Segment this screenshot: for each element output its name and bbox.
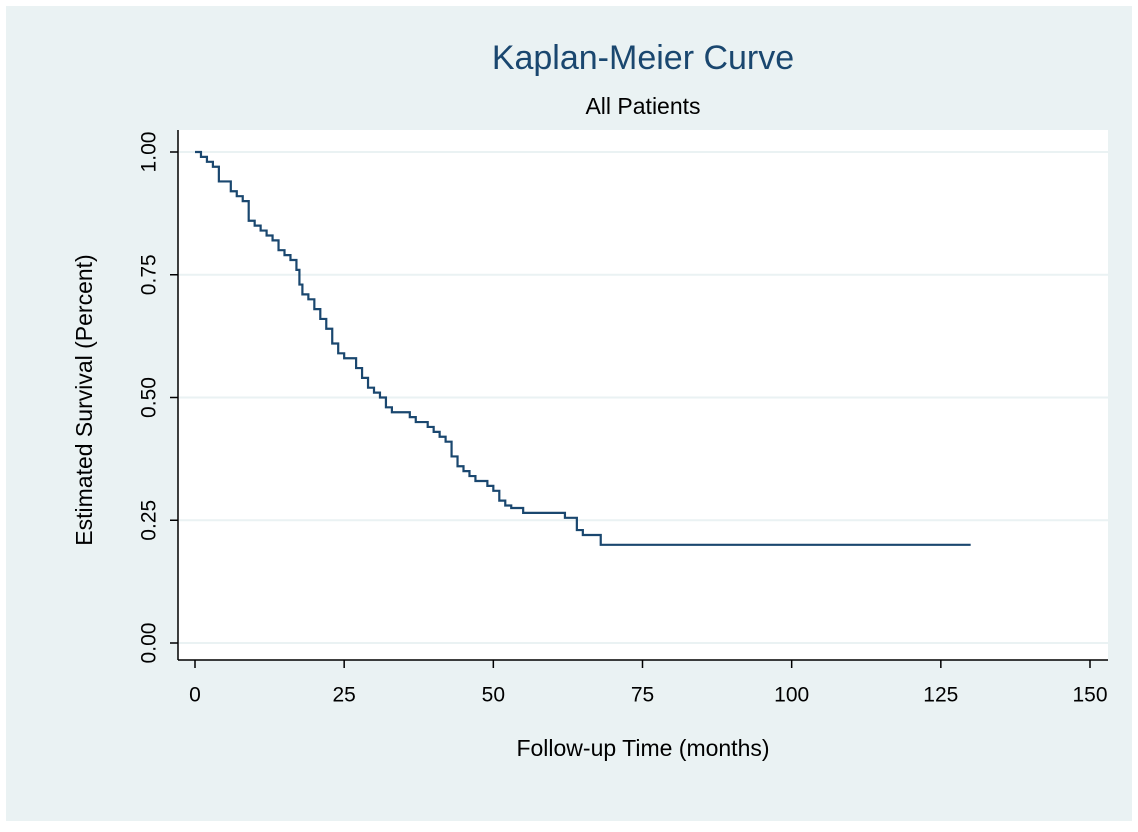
chart-subtitle: All Patients — [585, 93, 700, 119]
survival-line — [195, 150, 971, 546]
x-tick-label: 50 — [482, 684, 505, 707]
y-tick-label: 0.50 — [138, 377, 161, 418]
y-tick-label: 0.25 — [138, 500, 161, 541]
x-tick-label: 25 — [332, 684, 355, 707]
x-tick-label: 150 — [1072, 684, 1107, 707]
x-tick-label: 75 — [631, 684, 654, 707]
y-tick-label: 0.00 — [138, 623, 161, 664]
x-tick-label: 125 — [923, 684, 958, 707]
x-tick-label: 100 — [774, 684, 809, 707]
y-tick-label: 0.75 — [138, 254, 161, 295]
y-axis-label: Estimated Survival (Percent) — [71, 254, 97, 545]
plot-region — [178, 130, 1108, 660]
chart-title: Kaplan-Meier Curve — [492, 39, 794, 77]
x-tick-label: 0 — [189, 684, 201, 707]
y-tick-label: 1.00 — [138, 132, 161, 173]
x-axis-label: Follow-up Time (months) — [516, 735, 769, 761]
